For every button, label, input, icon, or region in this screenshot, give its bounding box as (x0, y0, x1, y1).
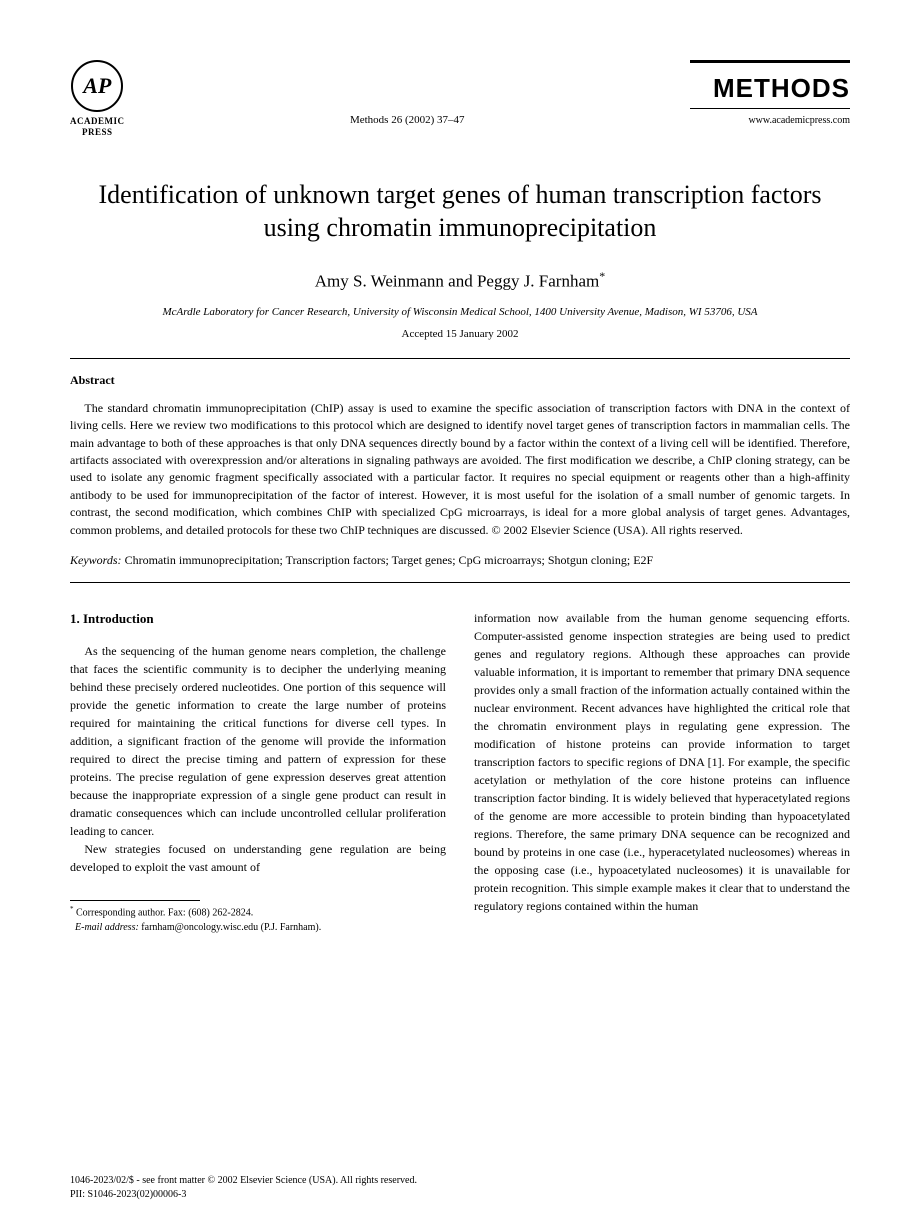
keywords-label: Keywords: (70, 553, 122, 567)
keywords-text: Chromatin immunoprecipitation; Transcrip… (125, 553, 654, 567)
publisher-name-line1: ACADEMIC (70, 116, 125, 126)
publisher-logo-mark: AP (71, 60, 123, 112)
abstract-text: The standard chromatin immunoprecipitati… (70, 400, 850, 539)
section-1-para-1: As the sequencing of the human genome ne… (70, 642, 446, 840)
affiliation: McArdle Laboratory for Cancer Research, … (70, 306, 850, 318)
section-1-para-2: New strategies focused on understanding … (70, 840, 446, 876)
journal-reference: Methods 26 (2002) 37–47 (350, 114, 465, 126)
authors-text: Amy S. Weinmann and Peggy J. Farnham (315, 272, 599, 291)
rule-above-abstract (70, 358, 850, 359)
publisher-logo: AP ACADEMIC PRESS (70, 60, 125, 138)
section-1-heading: 1. Introduction (70, 609, 446, 629)
corresponding-marker: * (599, 269, 605, 283)
accepted-date: Accepted 15 January 2002 (70, 328, 850, 340)
keywords: Keywords: Chromatin immunoprecipitation;… (70, 553, 850, 568)
rule-below-keywords (70, 582, 850, 583)
journal-branding: METHODS www.academicpress.com (690, 60, 850, 126)
column-left: 1. Introduction As the sequencing of the… (70, 609, 446, 935)
footnote-email: farnham@oncology.wisc.edu (P.J. Farnham)… (141, 922, 321, 933)
body-columns: 1. Introduction As the sequencing of the… (70, 609, 850, 935)
article-title: Identification of unknown target genes o… (70, 178, 850, 246)
footnote: * Corresponding author. Fax: (608) 262-2… (70, 905, 446, 934)
authors: Amy S. Weinmann and Peggy J. Farnham* (70, 269, 850, 292)
header: AP ACADEMIC PRESS Methods 26 (2002) 37–4… (70, 60, 850, 138)
journal-bar-thin (690, 108, 850, 109)
journal-name: METHODS (690, 73, 850, 104)
section-1-para-3: information now available from the human… (474, 609, 850, 915)
publisher-name: ACADEMIC PRESS (70, 116, 125, 138)
footnote-rule (70, 900, 200, 901)
footer-copyright: 1046-2023/02/$ - see front matter © 2002… (70, 1174, 850, 1188)
footnote-corresponding: Corresponding author. Fax: (608) 262-282… (76, 908, 253, 919)
abstract-heading: Abstract (70, 373, 850, 388)
publisher-name-line2: PRESS (82, 127, 113, 137)
journal-bar-top (690, 60, 850, 63)
footnote-marker: * (70, 905, 74, 913)
footer-pii: PII: S1046-2023(02)00006-3 (70, 1188, 850, 1202)
journal-reference-wrap: Methods 26 (2002) 37–47 (125, 60, 691, 128)
column-right: information now available from the human… (474, 609, 850, 935)
journal-url: www.academicpress.com (690, 115, 850, 126)
footer: 1046-2023/02/$ - see front matter © 2002… (70, 1174, 850, 1202)
footnote-email-label: E-mail address: (75, 922, 139, 933)
